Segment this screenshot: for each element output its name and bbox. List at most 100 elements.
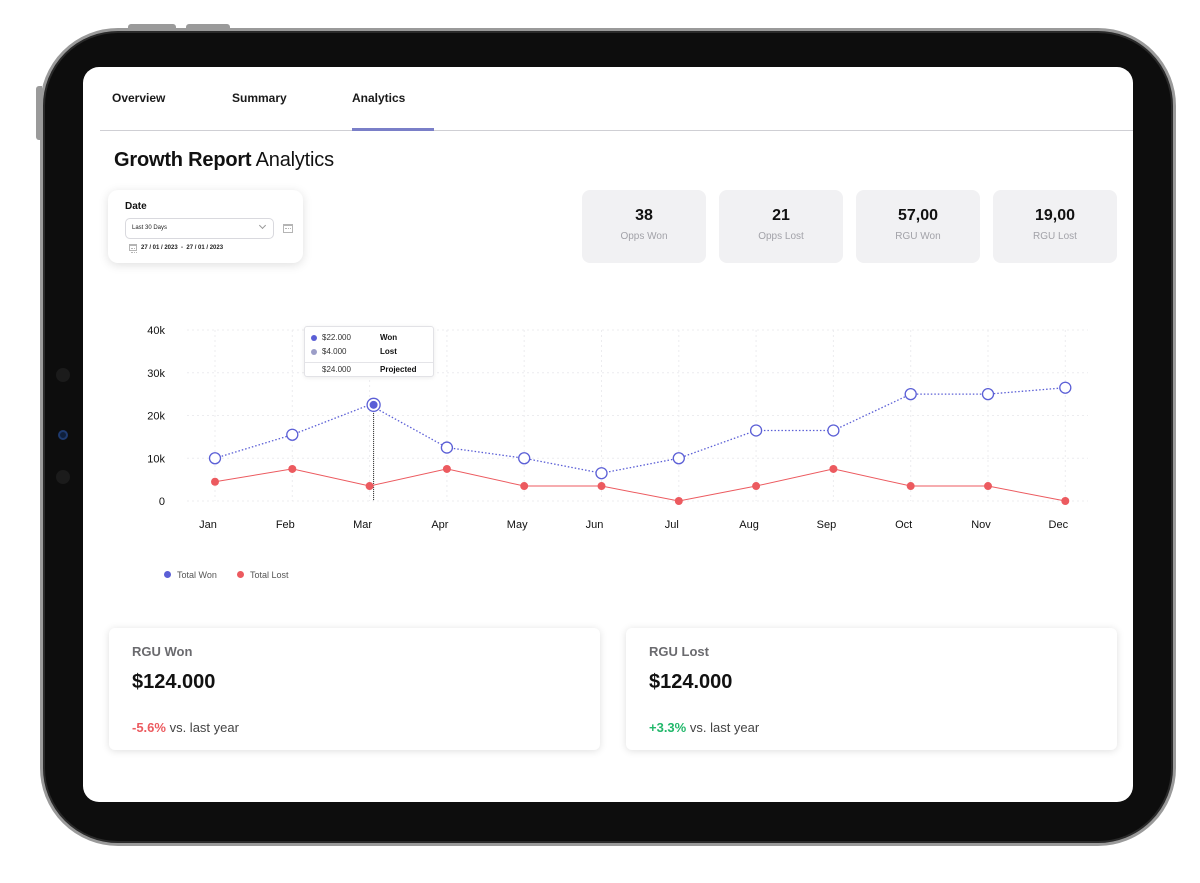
data-point-total-won (672, 452, 685, 465)
tooltip-row-lost: $4.000 Lost (305, 346, 433, 358)
tooltip-lost-value: $4.000 (322, 347, 347, 356)
x-tick-label: Mar (353, 519, 372, 531)
x-tick-label: Jul (665, 519, 679, 531)
legend-label-total-won: Total Won (177, 570, 217, 580)
app-screen: Overview Summary Analytics Growth Report… (83, 67, 1133, 802)
stat-label: Opps Lost (758, 231, 804, 242)
rgu-lost-amount: $124.000 (649, 671, 733, 693)
data-point-total-won (518, 452, 531, 465)
rgu-lost-card: RGU Lost $124.000 +3.3% vs. last year (626, 628, 1117, 750)
rgu-lost-change-suffix: vs. last year (686, 720, 760, 735)
page-title-bold: Growth Report (114, 149, 252, 171)
stat-value: 57,00 (897, 207, 939, 224)
x-tick-label: Feb (276, 519, 295, 531)
legend-label-total-lost: Total Lost (250, 570, 289, 580)
data-point-total-won (1059, 381, 1072, 394)
series-line-total-won (214, 387, 1066, 474)
y-tick-label: 40k (147, 325, 165, 337)
x-tick-label: Nov (971, 519, 991, 531)
data-point-total-won (286, 428, 299, 441)
tooltip-lost-name: Lost (380, 347, 397, 356)
calendar-icon[interactable] (283, 224, 293, 233)
x-tick-label: Sep (817, 519, 837, 531)
data-point-total-lost (829, 464, 838, 473)
data-point-total-lost (211, 477, 219, 486)
data-point-total-lost (674, 497, 683, 505)
data-point-total-lost (906, 482, 915, 491)
date-range-select-value: Last 30 Days (132, 225, 168, 231)
y-tick-label: 20k (147, 411, 165, 423)
stat-label: Opps Won (620, 231, 668, 242)
data-point-total-lost (752, 482, 761, 491)
tablet-sensor-dot (56, 368, 70, 382)
tooltip-divider (305, 362, 433, 363)
page-title: Growth Report Analytics (114, 149, 334, 172)
growth-line-chart: 0 10k 20k 30k 40k Jan Feb Mar Apr May Jun Jul Aug Sep… (147, 325, 1088, 531)
y-tick-label: 10k (147, 453, 165, 465)
data-point-total-won (904, 387, 917, 401)
rgu-lost-change-value: +3.3% (649, 720, 687, 735)
date-filter-card: Date Last 30 Days 27 / 01 / 2023 - 27 / … (108, 190, 303, 263)
tooltip-row-projected: $24.000 Projected (305, 364, 433, 376)
stat-label: RGU Won (895, 231, 941, 242)
data-point-total-lost (442, 464, 451, 473)
legend-dot-total-lost (237, 571, 244, 578)
stat-card-opps-lost: 21 Opps Lost (719, 190, 843, 263)
tooltip-projected-value: $24.000 (322, 365, 351, 374)
stat-value: 21 (772, 207, 790, 224)
tab-bar: Overview Summary Analytics (100, 67, 1133, 131)
tooltip-won-name: Won (380, 333, 398, 342)
rgu-lost-title: RGU Lost (649, 644, 709, 659)
tooltip-lost-dot (311, 349, 317, 355)
x-tick-label: Oct (895, 519, 912, 531)
rgu-won-change-value: -5.6% (132, 720, 166, 735)
stat-card-rgu-won: 57,00 RGU Won (856, 190, 980, 263)
data-point-total-lost (520, 482, 529, 491)
calendar-icon (129, 244, 137, 253)
tablet-camera-icon (58, 430, 68, 440)
series-line-total-lost (214, 468, 1066, 502)
y-tick-label: 30k (147, 368, 165, 380)
x-tick-label: Jan (199, 519, 217, 531)
stat-card-opps-won: 38 Opps Won (582, 190, 706, 263)
date-range-text: 27 / 01 / 2023 - 27 / 01 / 2023 (141, 245, 224, 251)
data-point-total-won (208, 452, 222, 465)
tooltip-won-dot (311, 335, 317, 341)
y-tick-label: 0 (159, 496, 165, 508)
data-point-total-won (981, 387, 995, 401)
tab-summary[interactable]: Summary (232, 91, 287, 105)
page-title-light: Analytics (255, 149, 334, 171)
data-point-total-won (749, 424, 763, 437)
x-tick-label: Aug (739, 519, 759, 531)
data-point-total-lost (288, 464, 297, 473)
tablet-sensor-dot (56, 470, 70, 484)
tab-active-indicator (352, 128, 434, 131)
x-tick-label: May (507, 519, 528, 531)
rgu-won-card: RGU Won $124.000 -5.6% vs. last year (109, 628, 600, 750)
tab-overview[interactable]: Overview (112, 91, 166, 105)
chart-tooltip: $22.000 Won $4.000 Lost $24.000 Projecte… (304, 326, 434, 377)
data-point-total-lost (597, 482, 606, 491)
tooltip-projected-name: Projected (380, 365, 417, 374)
data-point-total-won (595, 467, 608, 480)
data-point-total-won (827, 424, 840, 437)
date-label: Date (125, 201, 147, 212)
date-range-select[interactable]: Last 30 Days (125, 218, 274, 239)
data-point-total-won-highlight-core (369, 400, 378, 409)
x-tick-label: Jun (586, 519, 604, 531)
stat-label: RGU Lost (1033, 231, 1077, 242)
rgu-won-change: -5.6% vs. last year (132, 720, 239, 735)
tablet-top-button-left (128, 24, 176, 30)
tab-analytics[interactable]: Analytics (352, 91, 406, 105)
data-point-total-won (440, 441, 454, 454)
tooltip-won-value: $22.000 (322, 333, 351, 342)
stat-value: 38 (635, 207, 653, 224)
data-point-total-lost (984, 482, 992, 491)
tablet-side-button (36, 86, 42, 140)
rgu-lost-change: +3.3% vs. last year (649, 720, 759, 735)
rgu-won-change-suffix: vs. last year (165, 720, 239, 735)
x-tick-label: Dec (1049, 519, 1069, 531)
rgu-won-title: RGU Won (132, 644, 193, 659)
tooltip-row-won: $22.000 Won (305, 332, 433, 344)
legend-dot-total-won (164, 571, 171, 578)
